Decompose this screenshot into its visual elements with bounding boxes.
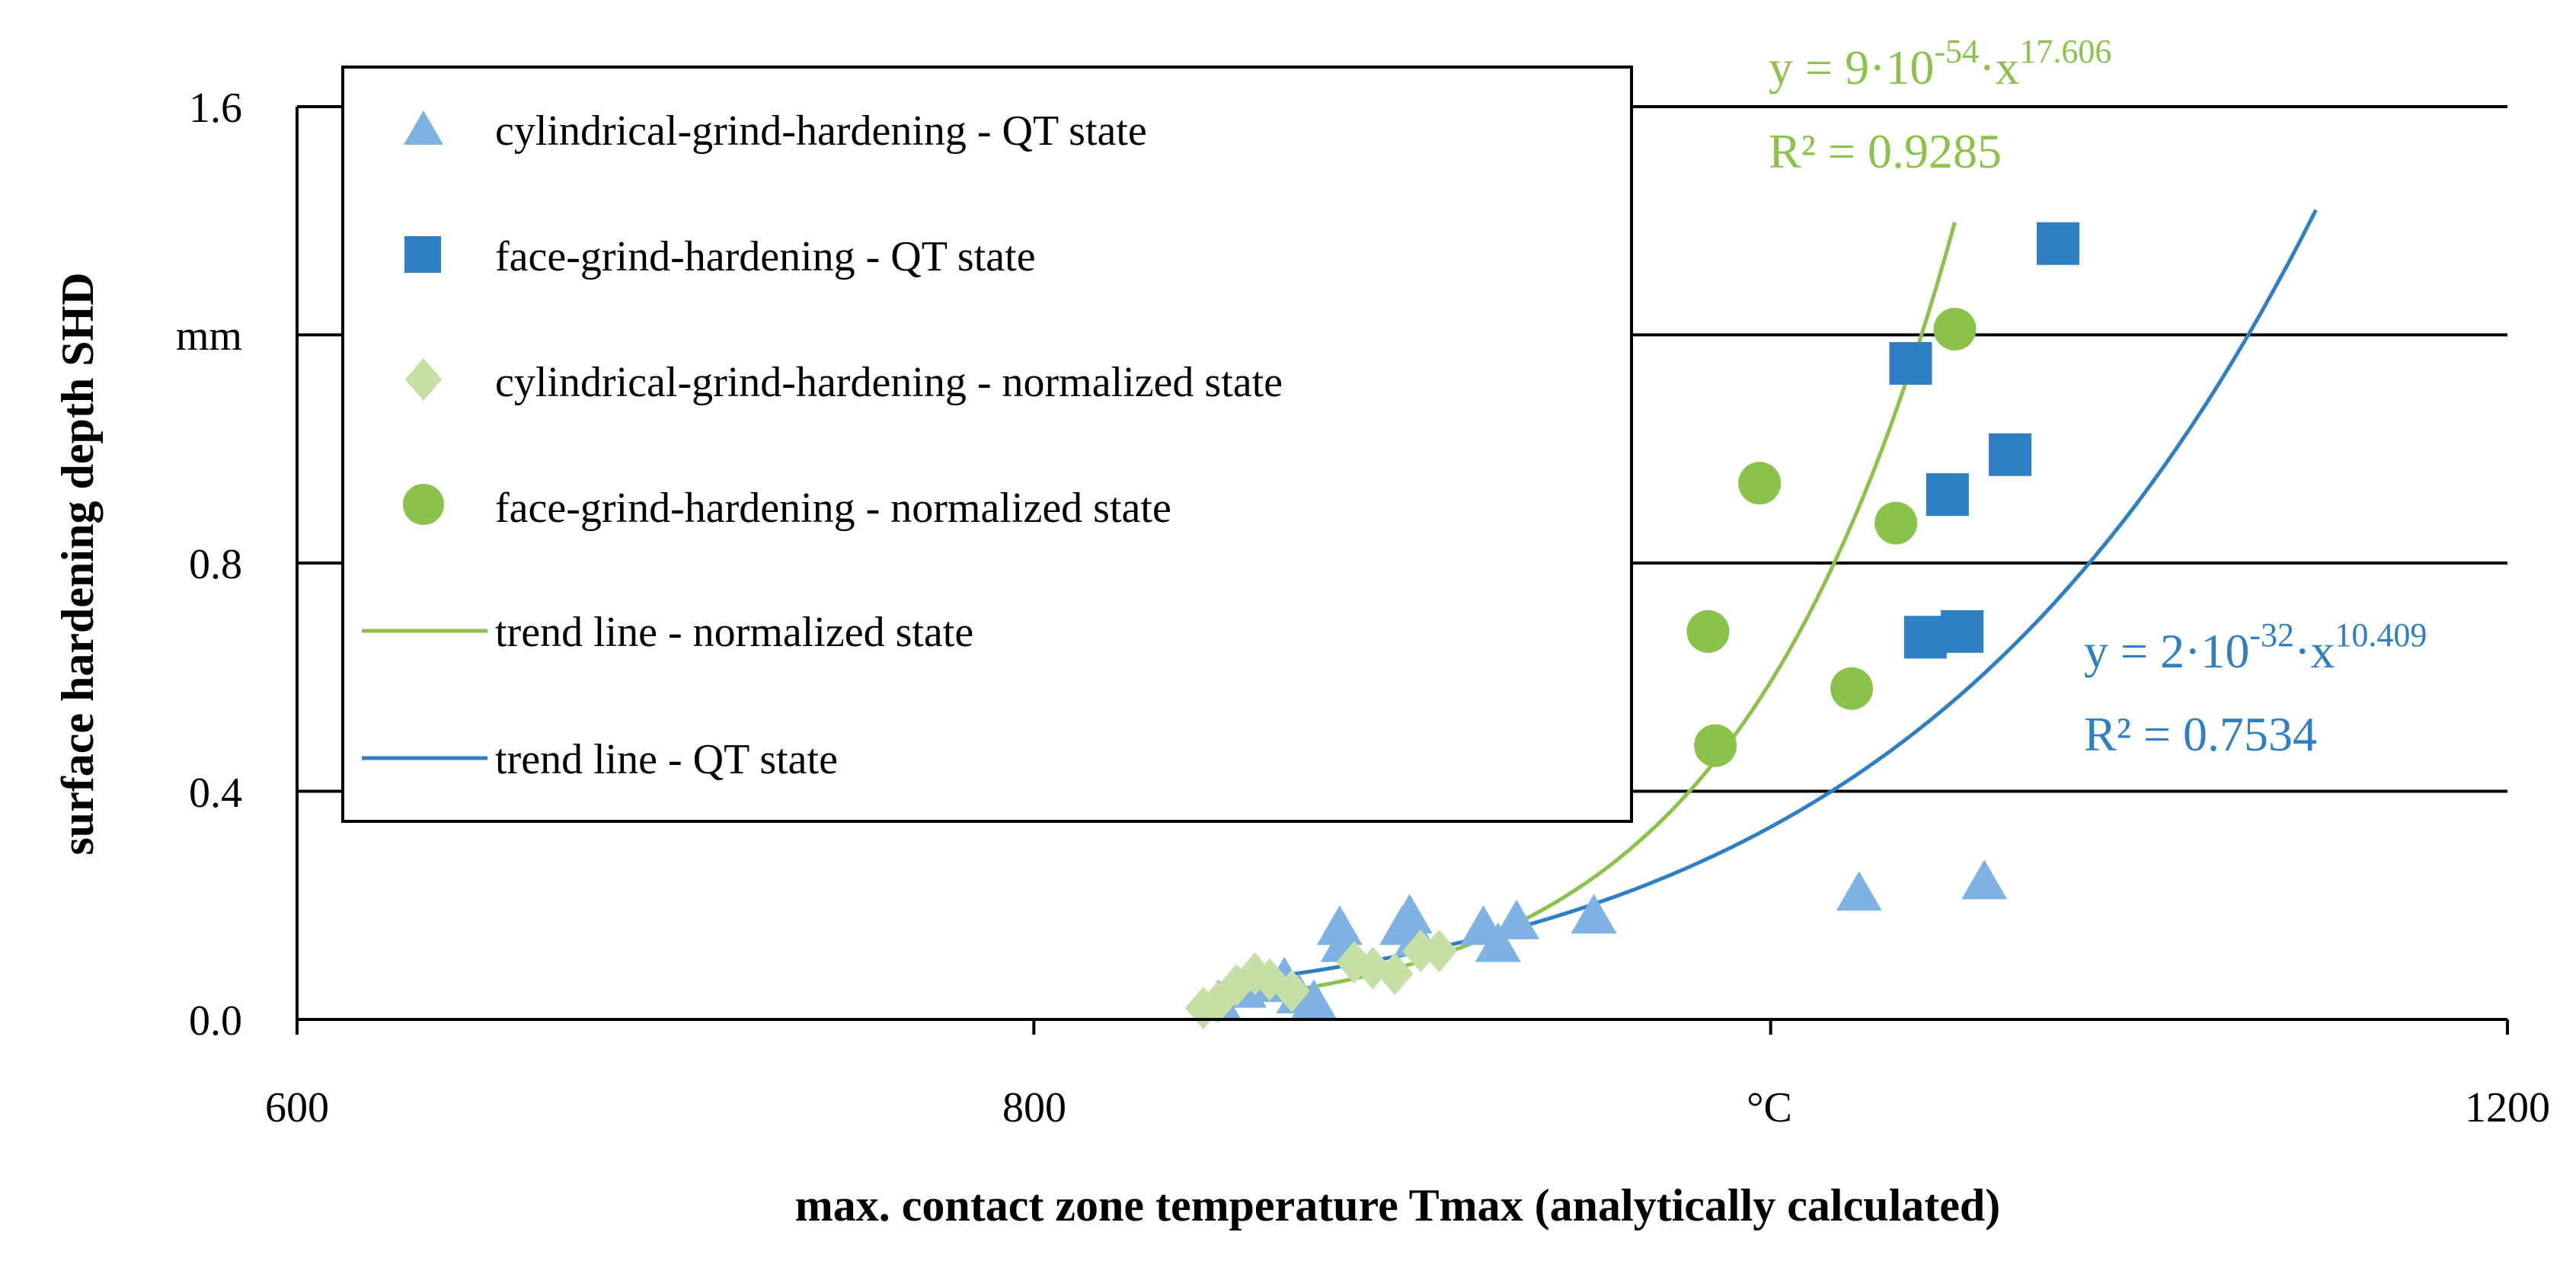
data-points xyxy=(1184,222,2079,1030)
data-point-diamond xyxy=(1421,930,1458,973)
x-tick-label: 600 xyxy=(265,1084,329,1131)
trend-r-squared: R² = 0.7534 xyxy=(2084,707,2317,761)
data-point-square xyxy=(1903,616,1947,659)
legend-label: trend line - normalized state xyxy=(495,609,973,656)
trend-line xyxy=(1217,222,1957,1003)
data-point-circle xyxy=(1933,308,1977,351)
legend-label: cylindrical-grind-hardening - normalized… xyxy=(495,359,1283,406)
y-tick-label: 1.6 xyxy=(189,85,242,132)
data-point-triangle xyxy=(1386,894,1433,934)
y-tick-label: 0.8 xyxy=(189,541,242,588)
data-point-circle xyxy=(1738,462,1782,505)
data-point-triangle xyxy=(1493,899,1539,939)
data-point-square xyxy=(1926,473,1969,517)
data-point-circle xyxy=(1694,724,1737,767)
equation-qt: y = 2·10-32·x10.409 R² = 0.7534 xyxy=(2084,616,2427,761)
x-axis-title: max. contact zone temperature Tmax (anal… xyxy=(795,1180,2000,1230)
legend: cylindrical-grind-hardening - QT state f… xyxy=(341,66,1633,823)
data-point-triangle xyxy=(1290,979,1337,1019)
axes xyxy=(296,107,2507,1021)
data-point-circle xyxy=(1874,501,1918,545)
data-point-square xyxy=(2036,222,2079,265)
trend-equation: y = 2·10-32·x10.409 xyxy=(2084,616,2427,678)
data-point-diamond xyxy=(1273,969,1310,1013)
legend-label: trend line - QT state xyxy=(495,736,838,783)
data-point-circle xyxy=(1686,610,1730,653)
legend-box xyxy=(341,66,1633,823)
data-point-triangle xyxy=(1475,922,1521,962)
x-tick-label: 800 xyxy=(1002,1084,1066,1131)
data-point-square xyxy=(1989,433,2032,476)
equation-normalized: y = 9·10-54·x17.606 R² = 0.9285 xyxy=(1769,33,2111,178)
data-point-triangle xyxy=(1836,871,1882,911)
tick-labels: 0.0 0.4 0.8 mm 1.6 600 800 °C 1200 xyxy=(176,85,2550,1131)
data-point-triangle xyxy=(1316,905,1363,946)
legend-triangle-icon xyxy=(404,110,443,145)
x-tick-label: 1200 xyxy=(2465,1084,2550,1131)
trend-r-squared: R² = 0.9285 xyxy=(1769,124,2002,178)
legend-label: face-grind-hardening - normalized state xyxy=(495,485,1171,532)
data-point-diamond xyxy=(1402,930,1440,973)
x-unit-label: °C xyxy=(1747,1084,1792,1131)
legend-square-icon xyxy=(404,236,441,273)
legend-label: cylindrical-grind-hardening - QT state xyxy=(495,107,1147,155)
data-point-diamond xyxy=(1376,952,1414,996)
data-point-circle xyxy=(1830,667,1874,710)
legend-diamond-icon xyxy=(405,358,442,401)
data-point-triangle xyxy=(1961,859,2008,900)
y-axis-title: surface hardening depth SHD xyxy=(53,272,103,855)
trend-equation: y = 9·10-54·x17.606 xyxy=(1769,33,2111,94)
y-unit-label: mm xyxy=(176,312,242,360)
legend-label: face-grind-hardening - QT state xyxy=(495,233,1036,280)
data-point-triangle xyxy=(1571,894,1617,934)
y-tick-label: 0.4 xyxy=(189,770,242,817)
legend-circle-icon xyxy=(403,484,444,525)
data-point-square xyxy=(1889,341,1932,385)
y-tick-label: 0.0 xyxy=(189,997,242,1045)
data-point-square xyxy=(1941,610,1984,653)
